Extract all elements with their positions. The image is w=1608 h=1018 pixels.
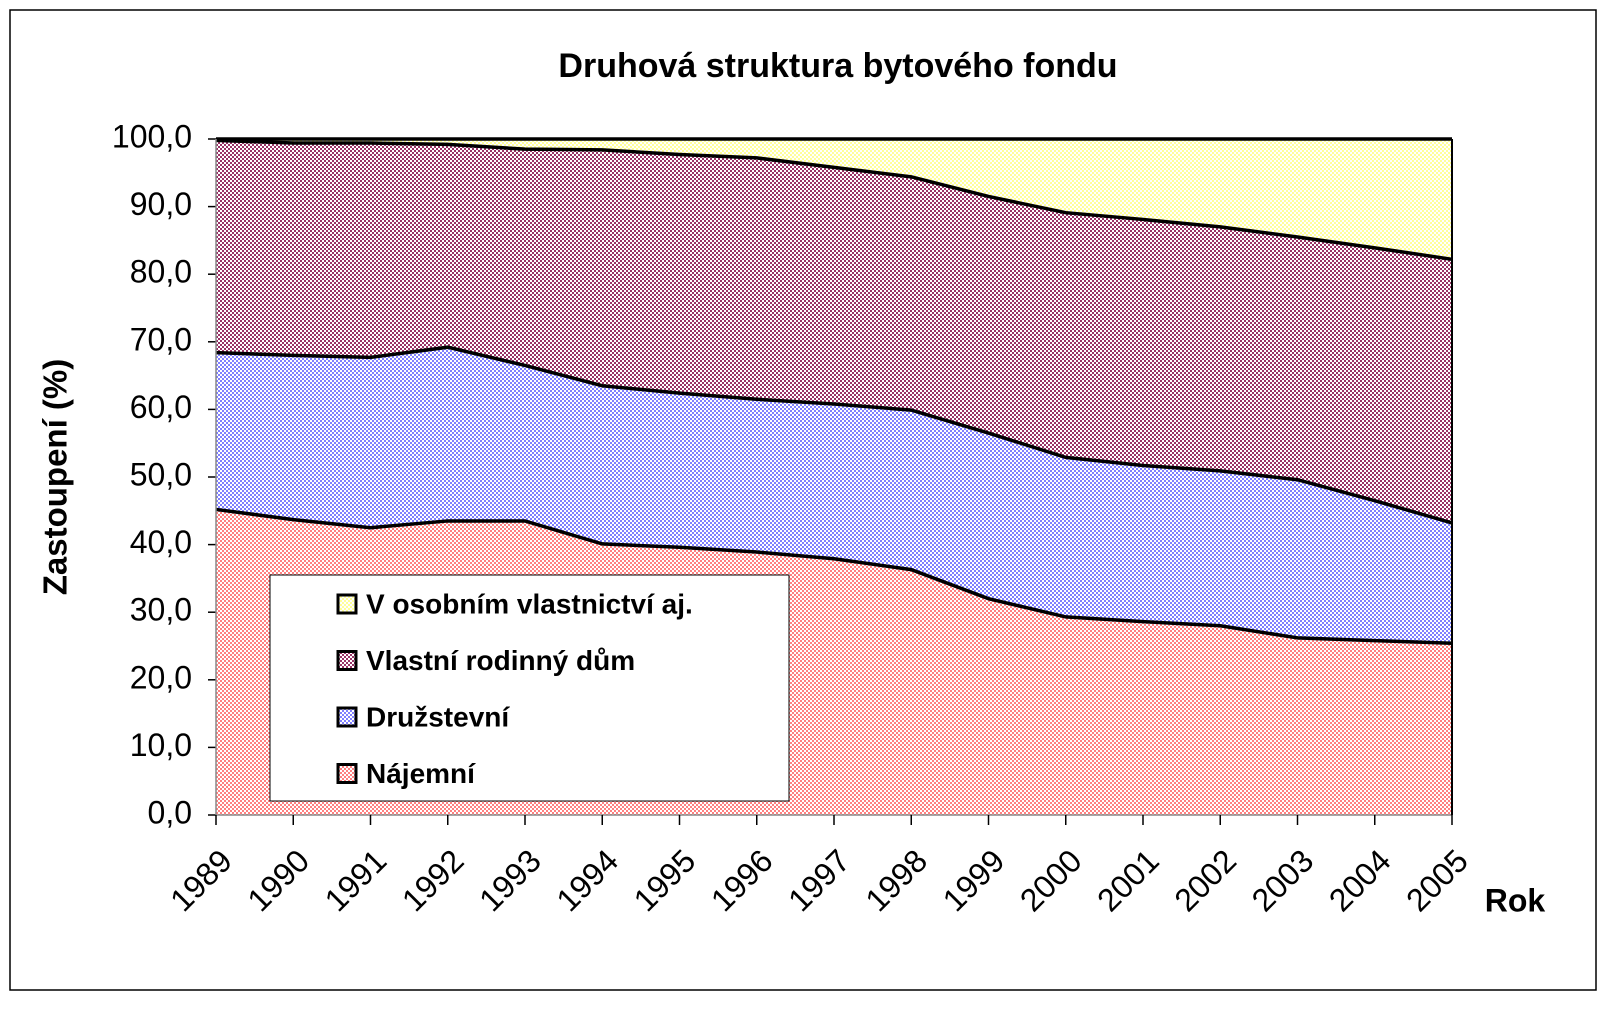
y-tick-label: 10,0: [130, 727, 192, 763]
area: [216, 140, 1452, 523]
y-tick-label: 60,0: [130, 389, 192, 425]
y-tick-label: 50,0: [130, 456, 192, 492]
legend-label: Družstevní: [366, 701, 510, 732]
legend: V osobním vlastnictví aj. Vlastní rodinný…: [269, 574, 790, 802]
y-tick-label: 20,0: [130, 659, 192, 695]
area: [216, 347, 1452, 644]
y-tick-label: 30,0: [130, 592, 192, 628]
legend-swatch: [336, 593, 358, 615]
area-edge: [215, 345, 1453, 525]
chart-title: Druhová struktura bytového fondu: [558, 47, 1117, 85]
legend-label: Nájemní: [366, 758, 476, 789]
area-edge: [215, 138, 1453, 262]
legend-swatch: [336, 650, 358, 671]
x-axis-label: Rok: [1485, 882, 1546, 918]
y-tick-label: 40,0: [130, 524, 192, 560]
area: [216, 139, 1452, 260]
legend-swatch: [336, 706, 358, 728]
area-edge: [215, 507, 1453, 646]
y-tick-label: 0,0: [148, 794, 192, 830]
legend-swatch: [336, 763, 358, 784]
y-axis-label: Zastoupení (%): [37, 359, 74, 596]
legend-label: V osobním vlastnictví aj.: [366, 588, 693, 619]
y-tick-label: 80,0: [130, 254, 192, 290]
legend-label: Vlastní rodinný dům: [366, 645, 635, 676]
y-tick-label: 70,0: [130, 321, 192, 357]
y-tick-label: 90,0: [130, 186, 192, 222]
y-tick-label: 100,0: [112, 118, 192, 154]
